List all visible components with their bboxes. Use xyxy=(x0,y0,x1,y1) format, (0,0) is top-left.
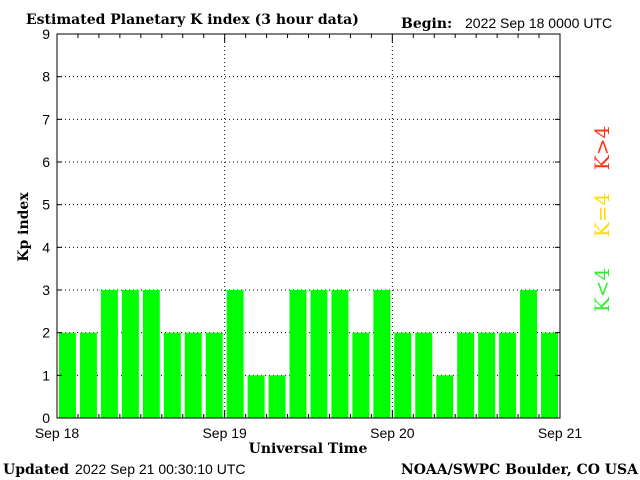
kp-bar xyxy=(436,375,454,418)
x-axis-title: Universal Time xyxy=(249,441,368,457)
legend-item: K>4 xyxy=(590,126,614,170)
kp-bar xyxy=(331,290,349,418)
begin-label: Begin: xyxy=(401,16,452,32)
x-tick-label: Sep 18 xyxy=(35,425,80,441)
x-axis-ticks: Sep 18 Sep 19 Sep 20 Sep 21 xyxy=(35,34,583,441)
legend-item: K<4 xyxy=(590,268,614,312)
kp-bar xyxy=(415,332,433,418)
credit-text: NOAA/SWPC Boulder, CO USA xyxy=(401,462,639,478)
bar-series xyxy=(59,290,558,418)
x-tick-label: Sep 20 xyxy=(370,425,415,441)
kp-bar xyxy=(394,332,412,418)
y-tick-label: 2 xyxy=(42,325,50,341)
y-axis-title: Kp index xyxy=(16,192,32,262)
kp-bar xyxy=(142,290,160,418)
kp-bar xyxy=(163,332,181,418)
chart-title: Estimated Planetary K index (3 hour data… xyxy=(26,12,359,28)
kp-bar xyxy=(541,332,558,418)
kp-bar xyxy=(310,290,328,418)
kp-bar xyxy=(100,290,118,418)
grid-lines xyxy=(57,34,560,418)
kp-bar xyxy=(121,290,139,418)
y-tick-label: 6 xyxy=(42,154,50,170)
kp-bar xyxy=(499,332,517,418)
updated-text: Updated 2022 Sep 21 00:30:10 UTC xyxy=(3,461,246,478)
kp-bar xyxy=(59,332,76,418)
legend: K<4 K=4 K>4 xyxy=(590,126,614,312)
kp-bar xyxy=(205,332,223,418)
x-tick-label: Sep 19 xyxy=(202,425,247,441)
kp-bar xyxy=(184,332,202,418)
kp-bar xyxy=(478,332,496,418)
x-tick-label: Sep 21 xyxy=(538,425,583,441)
y-tick-label: 0 xyxy=(42,410,50,426)
kp-bar xyxy=(226,290,244,418)
y-tick-label: 3 xyxy=(42,282,50,298)
kp-bar xyxy=(79,332,97,418)
kp-bar xyxy=(289,290,307,418)
kp-bar xyxy=(268,375,286,418)
kp-bar xyxy=(247,375,265,418)
y-tick-label: 4 xyxy=(42,239,50,255)
begin-value: 2022 Sep 18 0000 UTC xyxy=(465,15,612,31)
kp-bar xyxy=(352,332,370,418)
y-tick-label: 9 xyxy=(42,26,50,42)
legend-item: K=4 xyxy=(590,193,614,237)
updated-value: 2022 Sep 21 00:30:10 UTC xyxy=(75,461,245,477)
y-tick-label: 8 xyxy=(42,69,50,85)
kp-bar xyxy=(520,290,538,418)
kp-bar xyxy=(457,332,475,418)
y-tick-label: 7 xyxy=(42,111,50,127)
y-tick-label: 1 xyxy=(42,367,50,383)
kp-bar xyxy=(373,290,391,418)
y-axis-ticks: 0 1 2 3 4 5 6 7 8 9 xyxy=(42,26,560,426)
updated-label: Updated xyxy=(3,462,69,478)
y-tick-label: 5 xyxy=(42,197,50,213)
